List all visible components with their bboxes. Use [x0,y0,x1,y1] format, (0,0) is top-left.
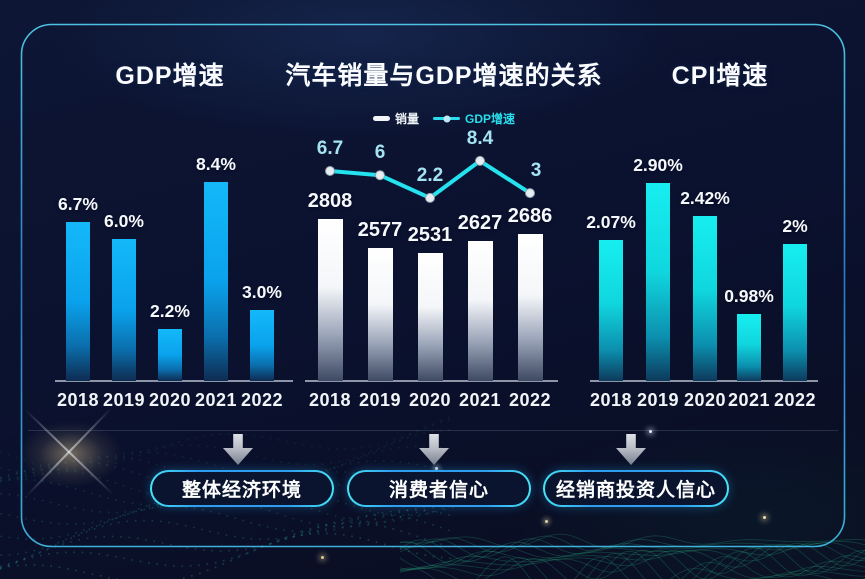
line-point [525,188,535,199]
line-value-label: 8.4 [466,127,494,149]
year-label: 2018 [589,390,633,410]
bar-value-label: 2.07% [586,211,636,232]
frame-border [20,23,846,548]
sparkle-icon [763,516,766,519]
dealer-investor-confidence-label: 经销商投资人信心 [555,480,716,501]
bar [66,222,90,381]
bar [204,182,228,381]
year-label: 2019 [358,390,402,410]
sparkle-icon [435,467,438,470]
economy-environment-label: 整体经济环境 [181,480,302,501]
line-point [425,192,435,203]
consumer-confidence-button[interactable]: 消费者信心 [347,470,531,507]
bar-value-label: 2808 [307,190,353,212]
line-value-label: 2.2 [416,164,444,186]
year-label: 2020 [408,390,452,410]
bar-value-label: 2627 [457,212,503,235]
bar [783,244,807,381]
line-point [375,170,385,181]
year-label: 2018 [56,390,100,410]
sparkle-icon [649,430,652,433]
line-point [325,166,335,176]
bar [646,183,670,381]
year-label: 2019 [102,390,146,410]
legend-line-label: GDP增速 [465,112,516,126]
line-value-label: 3 [530,160,542,182]
year-label: 2020 [683,390,727,410]
sparkle-icon [321,556,324,559]
bar [693,215,717,381]
year-label: 2022 [240,390,284,410]
bar-value-label: 2.2% [150,300,190,321]
bar [317,219,343,381]
chart-title-auto-sales-gdp: 汽车销量与GDP增速的关系 [285,62,603,90]
legend-bar-label: 销量 [394,112,419,126]
year-label: 2022 [773,390,817,410]
bar [158,328,182,381]
sparkle-icon [545,520,548,523]
bar-value-label: 2.90% [633,155,683,175]
bar [112,238,136,381]
bar [467,241,493,381]
bar [417,253,443,381]
year-label: 2021 [194,390,238,410]
gdp-growth-line [328,158,532,200]
bar [737,314,761,381]
dealer-investor-confidence-button[interactable]: 经销商投资人信心 [543,470,729,507]
bar-value-label: 2.42% [680,187,730,208]
bar [599,239,623,381]
economy-environment-button[interactable]: 整体经济环境 [150,470,334,507]
bar [250,309,274,381]
chart-title-cpi: CPI增速 [671,62,769,90]
year-label: 2021 [458,390,502,410]
bar-value-label: 6.7% [58,194,98,215]
line-value-label: 6.7 [316,138,344,159]
legend-bar-swatch-icon [372,116,390,121]
bar-value-label: 2686 [507,205,553,228]
bar-value-label: 2% [782,216,808,237]
year-label: 2022 [508,390,552,410]
bar-value-label: 0.98% [724,286,774,307]
year-label: 2020 [148,390,192,410]
bar-value-label: 3.0% [242,281,282,302]
bar-value-label: 2531 [407,224,453,247]
chart-title-gdp: GDP增速 [115,62,225,90]
year-label: 2021 [727,390,771,410]
line-point [475,155,485,166]
bar-value-label: 6.0% [104,210,144,231]
bar [517,234,543,381]
line-value-label: 6 [374,142,386,164]
year-label: 2018 [308,390,352,410]
legend-line-swatch-icon [433,115,460,122]
year-label: 2019 [636,390,680,410]
bar-value-label: 2577 [357,218,403,241]
bar [367,247,393,381]
chart-legend: 销量 GDP增速 [372,110,516,127]
bar-value-label: 8.4% [196,154,236,174]
consumer-confidence-label: 消费者信心 [388,480,489,501]
divider-line [28,430,838,431]
